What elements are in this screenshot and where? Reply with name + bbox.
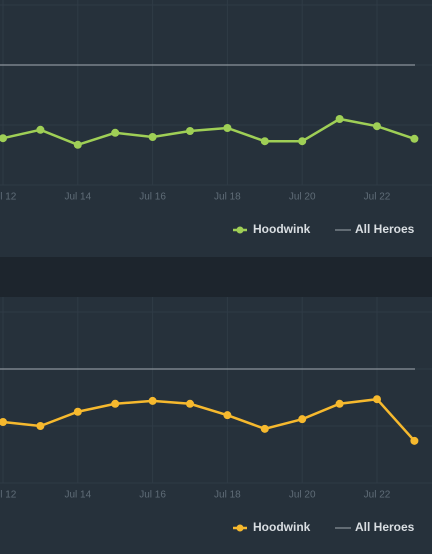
legend-label: All Heroes: [355, 520, 415, 534]
point: [410, 134, 419, 143]
legend-label: Hoodwink: [253, 520, 311, 534]
point: [335, 115, 344, 123]
point: [73, 140, 82, 149]
point: [111, 399, 120, 408]
series-line: [2, 397, 416, 442]
legend-label: Hoodwink: [253, 222, 311, 236]
point: [373, 395, 381, 404]
point: [36, 422, 45, 430]
chart: Jul 12 Jul 14 Jul 16 Jul 18 Jul 20 Jul 22 Hood…: [0, 297, 432, 554]
series-line: [2, 117, 415, 147]
point: [186, 399, 194, 408]
x-tick-label: Jul 12: [0, 192, 17, 203]
point: [223, 411, 232, 420]
x-tick-label: Jul 22: [364, 192, 391, 203]
point: [410, 436, 419, 445]
point: [298, 415, 307, 424]
point: [223, 124, 232, 132]
x-tick-label: Jul 16: [139, 490, 166, 501]
x-tick-label: Jul 14: [64, 490, 91, 501]
point: [260, 424, 269, 433]
x-tick-label: Jul 20: [289, 490, 316, 501]
point: [0, 134, 7, 143]
point: [186, 127, 194, 135]
x-tick-label: Jul 14: [64, 192, 91, 203]
point: [298, 137, 307, 146]
point: [111, 128, 120, 137]
point: [260, 137, 269, 146]
legend-label: All Heroes: [355, 222, 415, 236]
legend-swatch-dot: [236, 524, 244, 532]
x-tick-label: Jul 18: [214, 490, 241, 501]
point: [36, 125, 45, 134]
x-tick-label: Jul 12: [0, 490, 17, 501]
x-tick-label: Jul 18: [214, 192, 241, 203]
chart: Jul 12 Jul 14 Jul 16 Jul 18 Jul 20 Jul 22 Hood…: [0, 0, 432, 257]
point: [73, 407, 82, 416]
point: [335, 399, 344, 408]
point: [373, 122, 381, 131]
point: [0, 418, 7, 427]
point: [148, 396, 157, 405]
x-tick-label: Jul 22: [364, 490, 391, 501]
point: [148, 133, 157, 141]
x-tick-label: Jul 16: [139, 192, 166, 203]
legend-swatch-dot: [236, 226, 244, 234]
x-tick-label: Jul 20: [289, 192, 316, 203]
